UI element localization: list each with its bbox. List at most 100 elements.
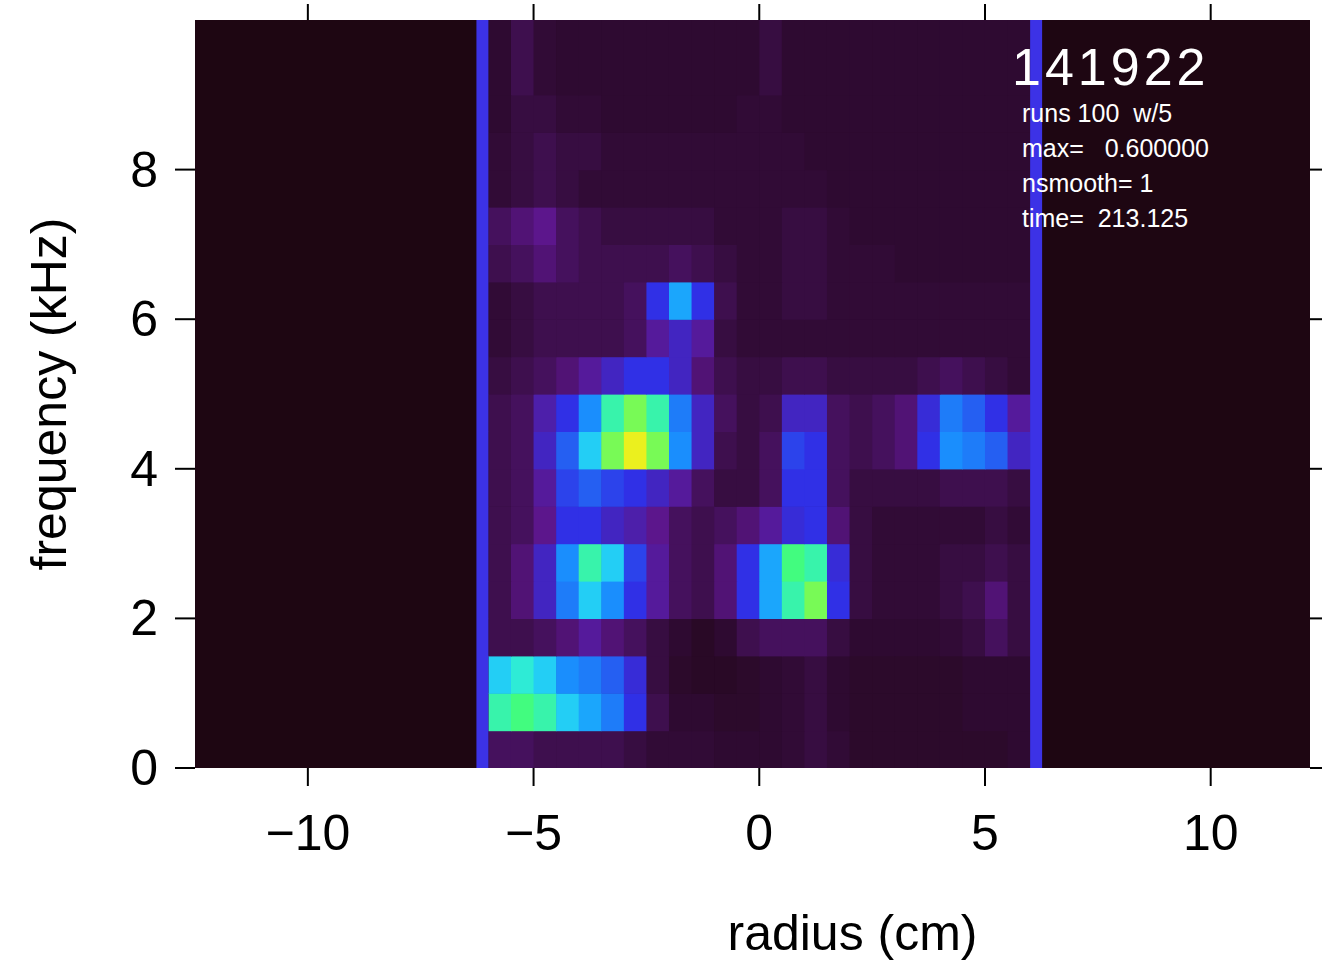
cell	[579, 469, 602, 507]
y-tick	[175, 617, 195, 619]
cell	[737, 656, 760, 694]
cell	[985, 656, 1008, 694]
cell	[579, 170, 602, 208]
cell	[985, 394, 1008, 432]
cell	[714, 20, 737, 58]
cell	[782, 581, 805, 619]
cell	[601, 693, 624, 731]
cell	[759, 693, 782, 731]
cell	[872, 357, 895, 395]
cell	[872, 244, 895, 282]
cell	[962, 282, 985, 320]
cell	[759, 132, 782, 170]
cell	[759, 581, 782, 619]
cell	[624, 357, 647, 395]
cell	[488, 506, 511, 544]
cell	[692, 394, 715, 432]
cell	[624, 95, 647, 133]
cell	[917, 693, 940, 731]
cell	[759, 357, 782, 395]
x-tick-label: 0	[745, 805, 773, 861]
cell	[962, 693, 985, 731]
cell	[1008, 244, 1031, 282]
cell	[850, 282, 873, 320]
cell	[872, 656, 895, 694]
annotation: time= 213.125	[1022, 204, 1188, 232]
cell	[872, 581, 895, 619]
cell	[624, 581, 647, 619]
cell	[534, 357, 557, 395]
cell	[940, 207, 963, 245]
cell	[601, 95, 624, 133]
cell	[488, 170, 511, 208]
cell	[511, 618, 534, 656]
cell	[985, 132, 1008, 170]
cell	[804, 20, 827, 58]
cell	[962, 544, 985, 582]
cell	[782, 244, 805, 282]
cell	[669, 693, 692, 731]
cell	[872, 431, 895, 469]
cell	[534, 618, 557, 656]
cell	[872, 57, 895, 95]
cell	[782, 618, 805, 656]
cell	[737, 618, 760, 656]
y-tick-label: 8	[130, 142, 158, 198]
cell	[962, 469, 985, 507]
cell	[917, 170, 940, 208]
chart: −10−5051002468radius (cm)frequency (kHz)…	[0, 0, 1324, 966]
cell	[827, 581, 850, 619]
cell	[759, 656, 782, 694]
cell	[940, 95, 963, 133]
cell	[556, 506, 579, 544]
cell	[917, 20, 940, 58]
annotation: runs 100 w/5	[1022, 99, 1172, 127]
cell	[895, 693, 918, 731]
cell	[624, 506, 647, 544]
cell	[511, 282, 534, 320]
cell	[692, 95, 715, 133]
cell	[827, 656, 850, 694]
cell	[601, 319, 624, 357]
cell	[737, 20, 760, 58]
x-axis-title: radius (cm)	[727, 905, 977, 961]
cell	[692, 431, 715, 469]
cell	[601, 506, 624, 544]
cell	[962, 244, 985, 282]
cell	[759, 244, 782, 282]
cell	[759, 170, 782, 208]
cell	[601, 581, 624, 619]
cell	[556, 319, 579, 357]
cell	[579, 95, 602, 133]
cell	[850, 57, 873, 95]
cell	[646, 357, 669, 395]
cell	[534, 581, 557, 619]
cell	[646, 20, 669, 58]
cell	[1008, 394, 1031, 432]
cell	[488, 731, 511, 768]
cell	[511, 170, 534, 208]
x-tick	[533, 768, 535, 786]
cell	[782, 207, 805, 245]
cell	[940, 469, 963, 507]
cell	[556, 656, 579, 694]
cell	[556, 170, 579, 208]
cell	[534, 431, 557, 469]
cell	[827, 132, 850, 170]
y-axis-title: frequency (kHz)	[21, 218, 77, 571]
cell	[534, 656, 557, 694]
cell	[759, 431, 782, 469]
cell	[962, 506, 985, 544]
cell	[917, 656, 940, 694]
cell	[714, 394, 737, 432]
cell	[872, 95, 895, 133]
cell	[872, 20, 895, 58]
cell	[579, 319, 602, 357]
cell	[895, 731, 918, 768]
cell	[624, 319, 647, 357]
cell	[782, 282, 805, 320]
cell	[1008, 357, 1031, 395]
cell	[827, 207, 850, 245]
cell	[804, 656, 827, 694]
cell	[511, 731, 534, 768]
